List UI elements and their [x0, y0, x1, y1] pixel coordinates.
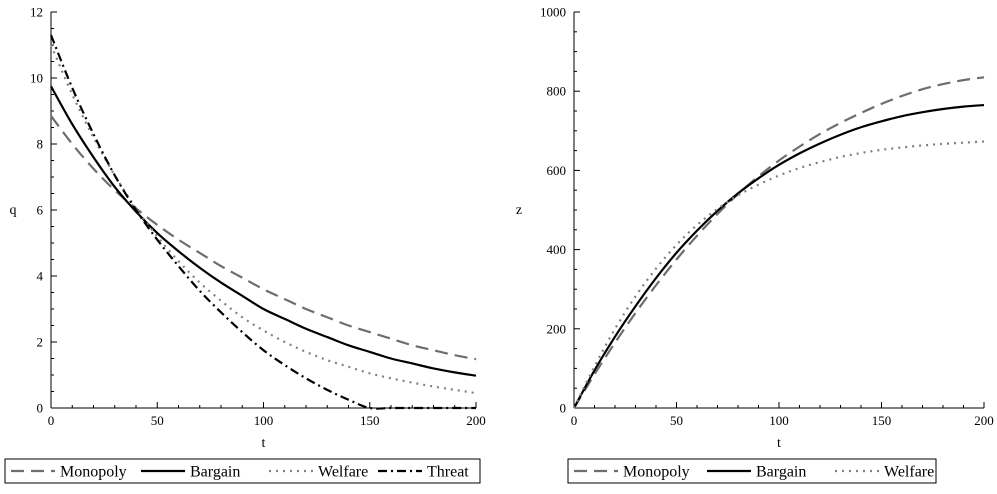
legend-label-welfare: Welfare	[884, 464, 934, 481]
series-line-welfare	[49, 44, 477, 395]
y-axis-label: z	[516, 203, 522, 218]
y-tick-label: 2	[37, 335, 44, 350]
legend: Monopoly Bargain Welfare Threat	[4, 458, 481, 484]
y-tick-label: 200	[547, 321, 567, 336]
x-axis-label: t	[777, 436, 781, 451]
legend: Monopoly Bargain Welfare	[567, 458, 937, 484]
y-tick-label: 10	[30, 71, 43, 86]
y-tick-label: 1000	[540, 5, 566, 20]
y-tick-label: 400	[547, 242, 567, 257]
chart-1: 0 50 100 150 200 0 2 4 6 8 10 12 t q Monopoly Bargain We…	[4, 5, 486, 484]
legend-box	[567, 458, 937, 484]
legend-label-welfare: Welfare	[318, 464, 368, 481]
x-tick-label: 0	[48, 413, 55, 428]
x-tick-label: 200	[974, 413, 994, 428]
series-line-bargain	[573, 103, 985, 409]
chart-2: 0 50 100 150 200 0 200 400 600 800 1000 t z Monopoly B…	[516, 5, 994, 484]
legend-label-bargain: Bargain	[756, 464, 806, 481]
y-tick-label: 0	[37, 401, 44, 416]
series-line-bargain	[50, 85, 477, 377]
legend-label-monopoly: Monopoly	[623, 464, 690, 481]
x-tick-label: 0	[571, 413, 578, 428]
y-tick-label: 600	[547, 163, 567, 178]
series-line-welfare	[573, 140, 985, 409]
x-tick-label: 200	[466, 413, 486, 428]
y-tick-label: 4	[37, 269, 44, 284]
x-tick-label: 100	[769, 413, 789, 428]
y-tick-label: 8	[37, 137, 44, 152]
series-line-monopoly	[50, 115, 477, 361]
y-tick-label: 800	[547, 84, 567, 99]
x-tick-label: 100	[254, 413, 274, 428]
legend-label-monopoly: Monopoly	[60, 464, 127, 481]
x-tick-label: 50	[670, 413, 683, 428]
legend-label-bargain: Bargain	[190, 464, 240, 481]
series-line-threat	[49, 34, 476, 410]
y-tick-label: 12	[30, 5, 43, 20]
x-tick-label: 150	[360, 413, 380, 428]
x-tick-label: 150	[872, 413, 892, 428]
x-tick-label: 50	[151, 413, 164, 428]
y-tick-label: 0	[560, 401, 567, 416]
y-axis-label: q	[10, 203, 17, 218]
series-line-monopoly	[573, 76, 985, 409]
legend-label-threat: Threat	[427, 464, 469, 481]
y-tick-label: 6	[37, 203, 44, 218]
x-axis-label: t	[262, 436, 266, 451]
